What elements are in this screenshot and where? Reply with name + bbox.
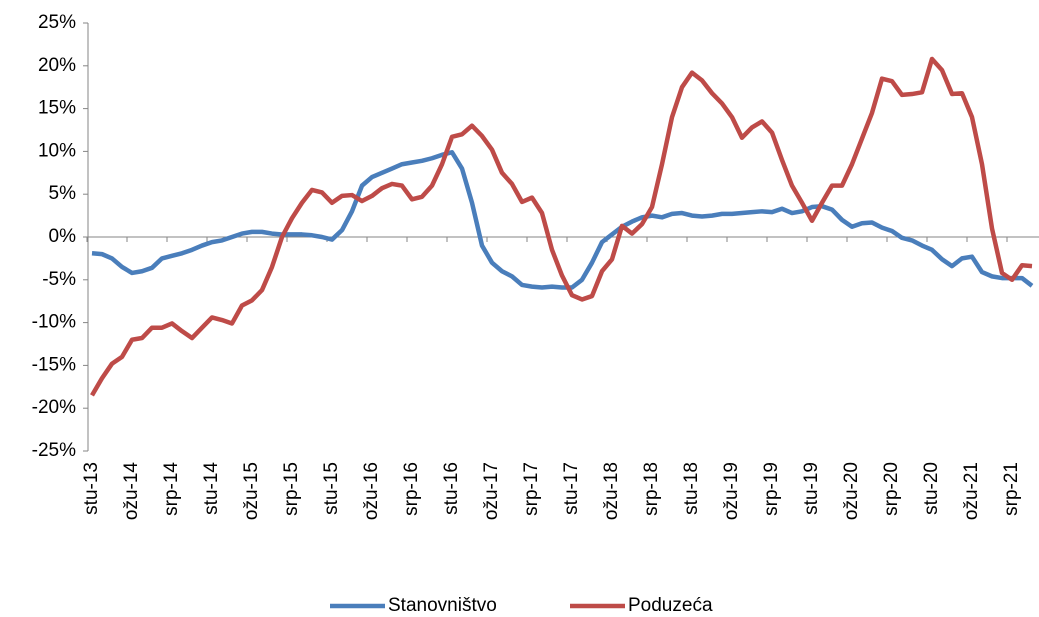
y-tick-label: 5%	[49, 183, 77, 204]
y-tick-label: 10%	[38, 140, 76, 161]
y-tick-label: -25%	[32, 440, 76, 461]
y-tick-label: 15%	[38, 98, 76, 119]
x-tick-label: stu-19	[801, 462, 822, 515]
x-tick-label: ožu-14	[121, 462, 142, 521]
legend-label: Stanovništvo	[388, 595, 497, 616]
x-tick-label: srp-18	[641, 462, 662, 516]
x-tick-label: ožu-20	[841, 462, 862, 520]
x-tick-label: ožu-19	[721, 462, 742, 520]
x-tick-label: ožu-21	[961, 462, 982, 520]
y-tick-label: 20%	[38, 55, 76, 76]
x-tick-label: stu-18	[681, 462, 702, 515]
x-tick-label: ožu-18	[601, 462, 622, 520]
series-line	[91, 150, 1034, 290]
x-tick-label: stu-16	[441, 462, 462, 515]
y-tick-label: -10%	[32, 312, 76, 333]
series-line	[90, 56, 1033, 397]
y-tick-label: -20%	[32, 397, 76, 418]
x-tick-label: srp-16	[401, 462, 422, 516]
x-tick-label: stu-14	[201, 462, 222, 515]
x-tick-label: stu-17	[561, 462, 582, 515]
y-tick-label: -5%	[42, 269, 76, 290]
x-tick-label: stu-15	[321, 462, 342, 515]
legend-label: Poduzeća	[628, 595, 713, 616]
x-tick-label: srp-19	[761, 462, 782, 516]
x-tick-label: stu-13	[81, 462, 102, 515]
x-tick-label: srp-14	[161, 462, 182, 516]
y-tick-label: 0%	[49, 226, 77, 247]
x-tick-label: ožu-15	[241, 462, 262, 520]
x-tick-label: ožu-16	[361, 462, 382, 520]
x-tick-label: srp-15	[281, 462, 302, 516]
x-tick-label: srp-20	[881, 462, 902, 516]
x-tick-label: ožu-17	[481, 462, 502, 520]
y-tick-label: -15%	[32, 354, 76, 375]
y-tick-label: 25%	[38, 12, 76, 33]
x-tick-label: srp-21	[1001, 462, 1022, 516]
x-tick-label: srp-17	[521, 462, 542, 516]
x-tick-label: stu-20	[921, 462, 942, 515]
